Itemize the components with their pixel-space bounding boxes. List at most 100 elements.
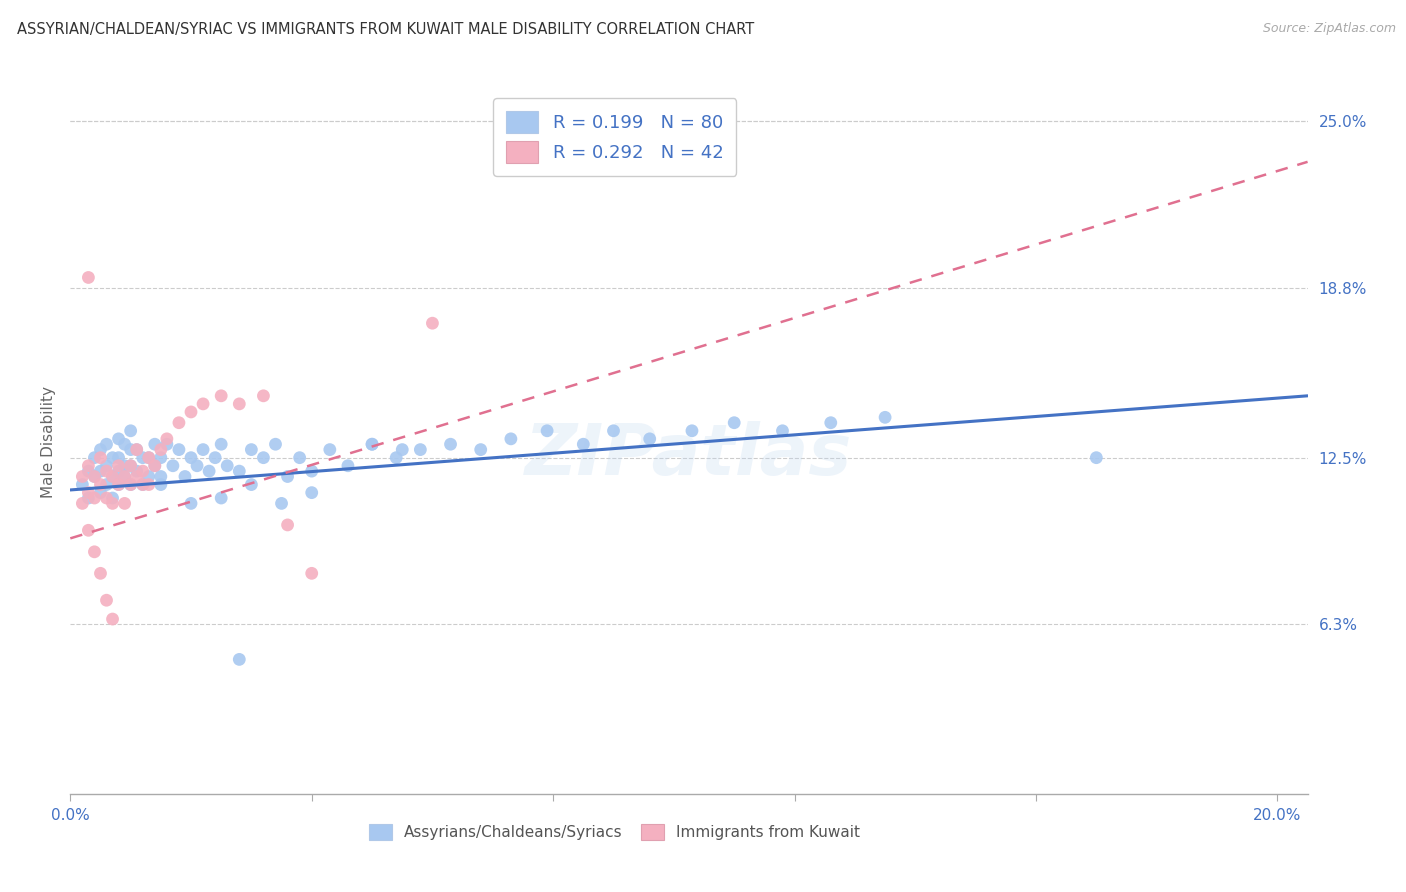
Point [72, 477, 94, 491]
Point [470, 442, 492, 457]
Point [191, 442, 214, 457]
Point [228, 652, 250, 666]
Point [277, 469, 299, 483]
Point [96, 477, 118, 491]
Point [101, 469, 124, 483]
Point [204, 450, 226, 465]
Point [101, 450, 124, 465]
Point [101, 469, 124, 483]
Point [114, 437, 136, 451]
Point [107, 458, 129, 473]
Point [138, 477, 160, 491]
Point [198, 464, 221, 478]
Point [89, 464, 111, 478]
Point [143, 437, 166, 451]
Point [681, 424, 703, 438]
Point [252, 450, 274, 465]
Y-axis label: Male Disability: Male Disability [41, 385, 56, 498]
Point [114, 469, 136, 483]
Point [107, 477, 129, 491]
Point [77, 464, 100, 478]
Point [120, 442, 142, 457]
Point [191, 397, 214, 411]
Point [180, 450, 202, 465]
Point [77, 491, 100, 505]
Point [385, 450, 408, 465]
Point [772, 424, 794, 438]
Point [209, 491, 232, 505]
Point [180, 405, 202, 419]
Point [125, 464, 148, 478]
Point [96, 491, 118, 505]
Point [156, 437, 179, 451]
Point [96, 458, 118, 473]
Point [143, 458, 166, 473]
Point [439, 437, 461, 451]
Point [125, 442, 148, 457]
Point [77, 524, 100, 538]
Point [167, 416, 190, 430]
Point [217, 458, 239, 473]
Point [107, 464, 129, 478]
Point [77, 458, 100, 473]
Point [252, 389, 274, 403]
Point [120, 458, 142, 473]
Point [409, 442, 432, 457]
Point [156, 432, 179, 446]
Point [83, 469, 105, 483]
Point [572, 437, 595, 451]
Point [120, 477, 142, 491]
Point [77, 270, 100, 285]
Point [536, 424, 558, 438]
Point [361, 437, 384, 451]
Point [149, 442, 172, 457]
Point [336, 458, 359, 473]
Point [132, 450, 155, 465]
Point [301, 566, 323, 581]
Point [138, 469, 160, 483]
Point [162, 458, 184, 473]
Point [209, 437, 232, 451]
Point [499, 432, 522, 446]
Point [277, 517, 299, 532]
Point [149, 450, 172, 465]
Point [120, 477, 142, 491]
Point [72, 496, 94, 510]
Point [149, 469, 172, 483]
Point [101, 491, 124, 505]
Point [602, 424, 624, 438]
Point [143, 458, 166, 473]
Point [167, 442, 190, 457]
Point [228, 464, 250, 478]
Point [77, 485, 100, 500]
Point [114, 458, 136, 473]
Point [107, 432, 129, 446]
Point [240, 477, 263, 491]
Point [1085, 450, 1108, 465]
Point [125, 469, 148, 483]
Point [101, 612, 124, 626]
Point [83, 491, 105, 505]
Point [72, 469, 94, 483]
Point [89, 485, 111, 500]
Point [422, 316, 444, 330]
Point [638, 432, 661, 446]
Point [120, 424, 142, 438]
Point [174, 469, 197, 483]
Point [149, 477, 172, 491]
Point [96, 593, 118, 607]
Point [132, 477, 155, 491]
Point [288, 450, 311, 465]
Point [83, 450, 105, 465]
Point [96, 464, 118, 478]
Point [125, 442, 148, 457]
Text: Source: ZipAtlas.com: Source: ZipAtlas.com [1263, 22, 1396, 36]
Point [180, 496, 202, 510]
Point [96, 437, 118, 451]
Point [361, 437, 384, 451]
Point [120, 458, 142, 473]
Point [820, 416, 842, 430]
Point [138, 450, 160, 465]
Point [301, 464, 323, 478]
Point [107, 450, 129, 465]
